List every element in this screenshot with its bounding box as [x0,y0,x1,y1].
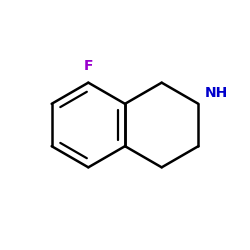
Text: F: F [84,59,93,73]
Text: NH: NH [205,86,228,100]
